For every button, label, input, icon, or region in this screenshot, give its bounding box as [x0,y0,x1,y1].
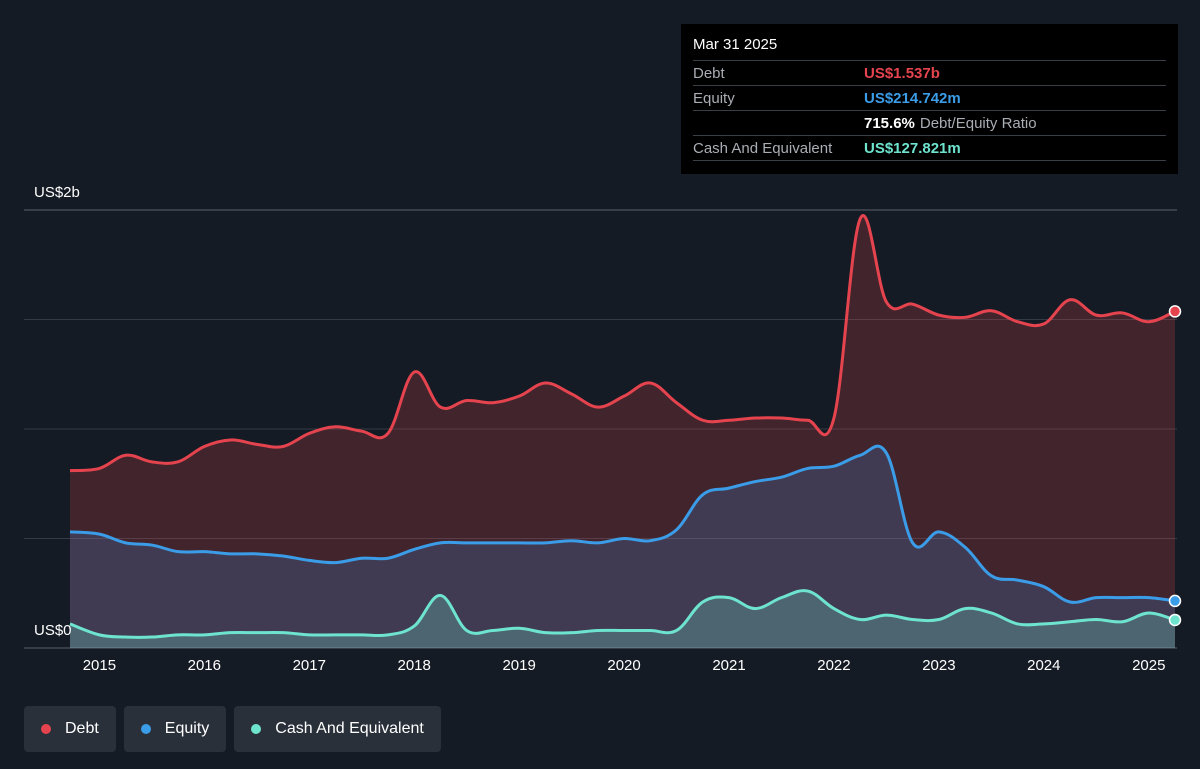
tooltip-row-equity: Equity US$214.742m [693,85,1166,110]
legend-label: Cash And Equivalent [275,720,424,737]
x-tick-label: 2017 [292,657,326,674]
tooltip-panel: Mar 31 2025 Debt US$1.537b Equity US$214… [681,24,1178,174]
tooltip-value-equity: US$214.742m [864,89,961,107]
legend-item-cash[interactable]: Cash And Equivalent [234,706,441,752]
x-tick-label: 2019 [502,657,536,674]
legend: Debt Equity Cash And Equivalent [24,706,441,752]
x-tick-label: 2016 [187,657,221,674]
x-tick-label: 2023 [922,657,956,674]
tooltip-ratio-value: 715.6% [864,114,915,132]
line-cash-and-equivalent [69,589,1176,639]
legend-item-debt[interactable]: Debt [24,706,116,752]
tooltip-label: Cash And Equivalent [693,139,833,157]
line-equity [69,444,1176,604]
tooltip-value-cash: US$127.821m [864,139,961,157]
area-debt [70,215,1175,648]
tooltip-value-debt: US$1.537b [864,64,940,82]
endpoint-marker-debt [1168,305,1182,318]
tooltip-row-cash: Cash And Equivalent US$127.821m [693,135,1166,161]
endpoint-marker-cash-and-equivalent [1168,613,1182,627]
tooltip-ratio-label: Debt/Equity Ratio [919,114,1037,132]
tooltip-label: Equity [693,89,735,107]
x-tick-label: 2018 [397,657,431,674]
x-tick-label: 2021 [712,657,746,674]
tooltip-row-ratio: 715.6% Debt/Equity Ratio [693,110,1166,135]
line-debt [69,214,1176,473]
tooltip-label: Debt [693,64,725,82]
x-tick-label: 2025 [1132,657,1166,674]
area-cash-and-equivalent [70,590,1175,648]
x-tick-label: 2015 [82,657,117,674]
legend-dot-icon [251,724,262,734]
tooltip-date: Mar 31 2025 [693,36,778,53]
legend-dot-icon [140,724,151,734]
tooltip-row-debt: Debt US$1.537b [693,60,1166,85]
legend-label: Equity [164,720,210,737]
y-axis-bottom-label: US$0 [34,622,72,639]
y-axis-top-label: US$2b [34,184,80,201]
endpoint-marker-equity [1168,594,1182,608]
legend-item-equity[interactable]: Equity [123,706,227,752]
legend-dot-icon [41,724,51,734]
legend-label: Debt [65,720,99,737]
x-tick-label: 2022 [817,657,851,674]
x-tick-label: 2024 [1027,657,1061,674]
x-tick-label: 2020 [607,657,641,674]
